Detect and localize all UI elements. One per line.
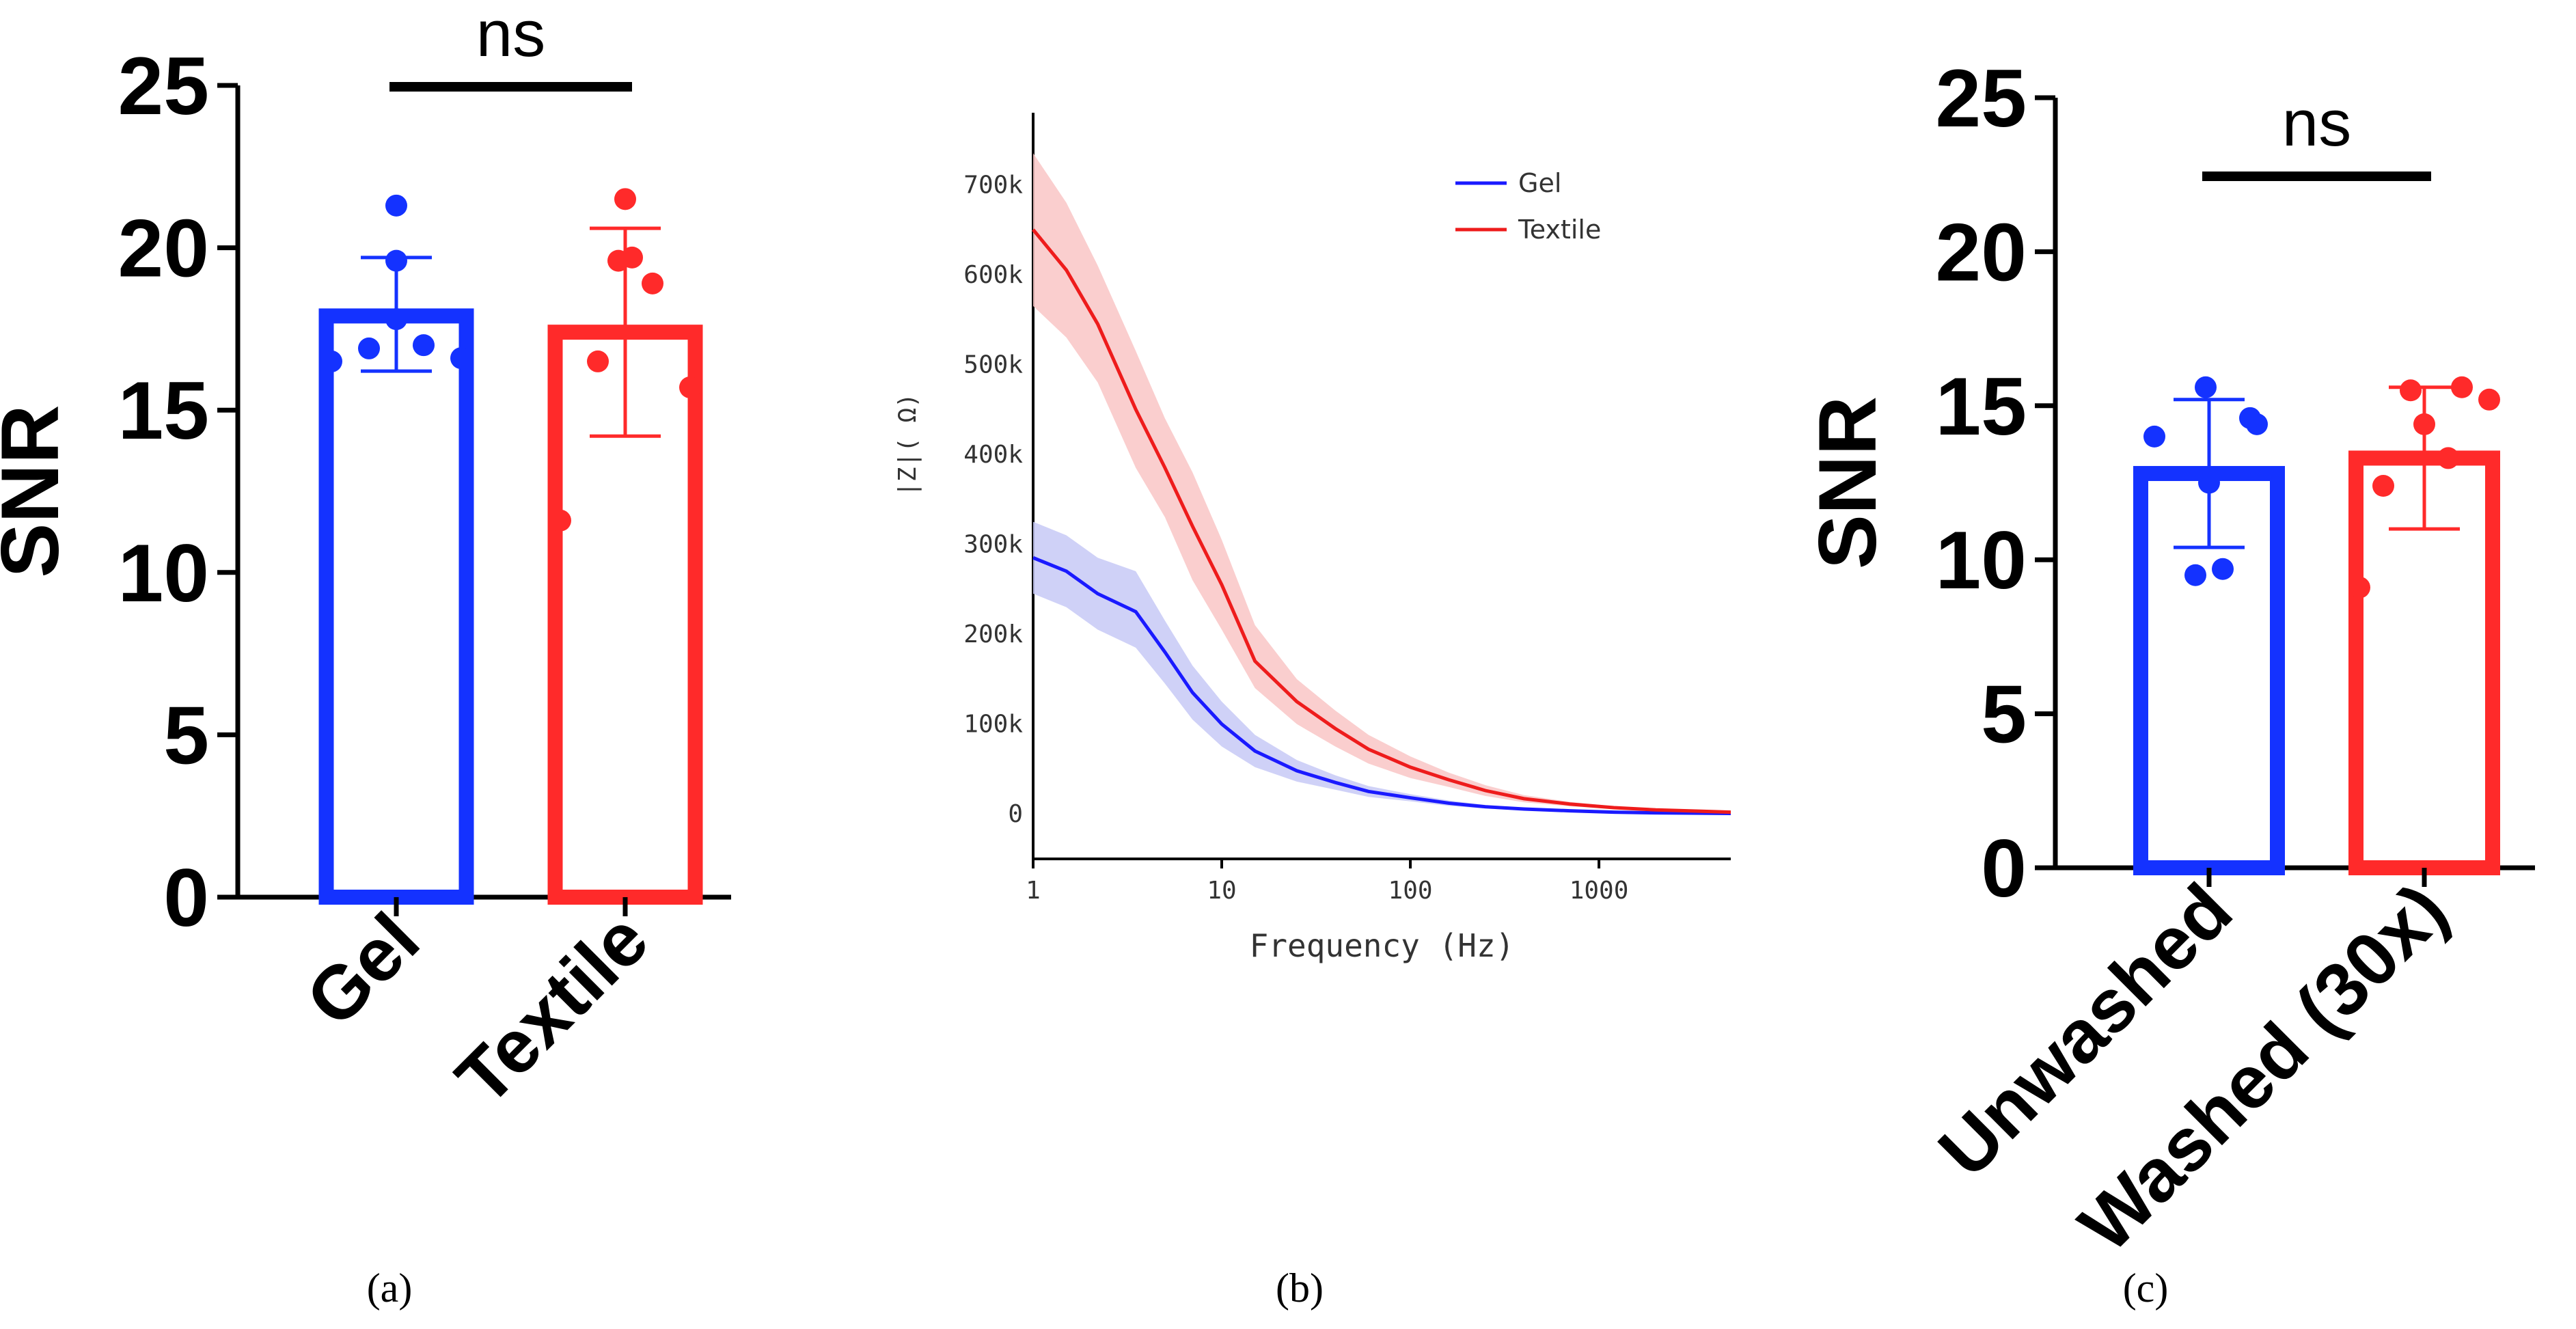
x-tick-label: 1000 (1570, 877, 1629, 905)
y-tick-label: 10 (1936, 515, 2027, 606)
x-category-label: Textile (440, 897, 664, 1121)
y-axis-label: SNR (0, 405, 76, 577)
y-tick-label: 5 (1981, 669, 2027, 761)
y-tick-label: 400k (963, 441, 1023, 469)
x-tick-label: 10 (1207, 877, 1236, 905)
x-category-label: Gel (290, 897, 435, 1042)
data-point (2372, 475, 2394, 497)
y-tick-label: 5 (163, 689, 209, 781)
data-point (2437, 447, 2459, 469)
panel-label: (a) (367, 1265, 413, 1311)
y-tick-label: 0 (1008, 800, 1023, 828)
data-point (2451, 376, 2473, 398)
data-point (2195, 376, 2217, 398)
data-point (2413, 413, 2435, 435)
data-point (385, 194, 407, 217)
data-point (385, 308, 407, 331)
series-line-gel (1032, 556, 1731, 816)
panel-b-line-chart: 0 100k 200k 300k 400k 500k 600k 700k 1 10 100 1000 F… (894, 113, 1731, 1311)
x-tick-label: 100 (1388, 877, 1433, 905)
y-tick-label: 600k (963, 261, 1023, 289)
y-tick-label: 25 (1936, 53, 2027, 144)
data-point (587, 350, 609, 372)
data-point (413, 334, 435, 357)
data-point (2478, 388, 2500, 411)
bar-gel (318, 308, 474, 905)
panel-a-bar-chart: 0 5 10 15 20 25 SNR Gel Textile ns (a) (0, 0, 731, 1311)
y-tick-label: 0 (1981, 823, 2027, 914)
panel-label: (c) (2123, 1265, 2169, 1311)
data-point (385, 249, 407, 272)
data-point (642, 272, 663, 294)
y-axis-label: SNR (1802, 396, 1893, 569)
y-tick-label: 10 (118, 528, 209, 619)
data-point (679, 376, 701, 398)
data-point (2400, 379, 2422, 402)
y-tick-label: 20 (118, 203, 209, 294)
data-point (2184, 564, 2206, 586)
data-point (2348, 576, 2370, 599)
y-tick-label: 200k (963, 620, 1023, 648)
y-tick-label: 0 (163, 852, 209, 944)
data-point (450, 347, 472, 370)
x-axis-label: Frequency (Hz) (1250, 927, 1515, 964)
y-tick-label: 25 (118, 40, 209, 132)
series-line-textile (1032, 228, 1731, 814)
y-tick-label: 100k (963, 711, 1023, 739)
y-tick-label: 700k (963, 171, 1023, 199)
legend-label: Gel (1518, 168, 1561, 198)
y-tick-label: 300k (963, 531, 1023, 559)
y-axis-label: |Z|( Ω) (894, 393, 922, 497)
x-category-label: Washed (30x) (2063, 868, 2463, 1268)
panel-label: (b) (1276, 1265, 1324, 1311)
legend-label: Textile (1518, 215, 1601, 245)
data-point (320, 350, 342, 372)
y-tick-label: 15 (118, 365, 209, 456)
y-tick-label: 20 (1936, 206, 2027, 298)
data-point (2143, 425, 2165, 448)
y-tick-label: 15 (1936, 361, 2027, 452)
significance-label: ns (2282, 87, 2351, 160)
y-tick-label: 500k (963, 351, 1023, 379)
significance-label: ns (476, 0, 545, 70)
data-point (614, 188, 636, 210)
data-point (2239, 407, 2261, 429)
data-point (2212, 558, 2234, 580)
confidence-band-textile (1033, 153, 1731, 813)
confidence-band-gel (1033, 521, 1731, 814)
data-point (621, 246, 643, 269)
data-point (358, 337, 380, 359)
x-tick-label: 1 (1026, 877, 1041, 905)
data-point (2198, 471, 2220, 494)
data-point (549, 509, 571, 532)
